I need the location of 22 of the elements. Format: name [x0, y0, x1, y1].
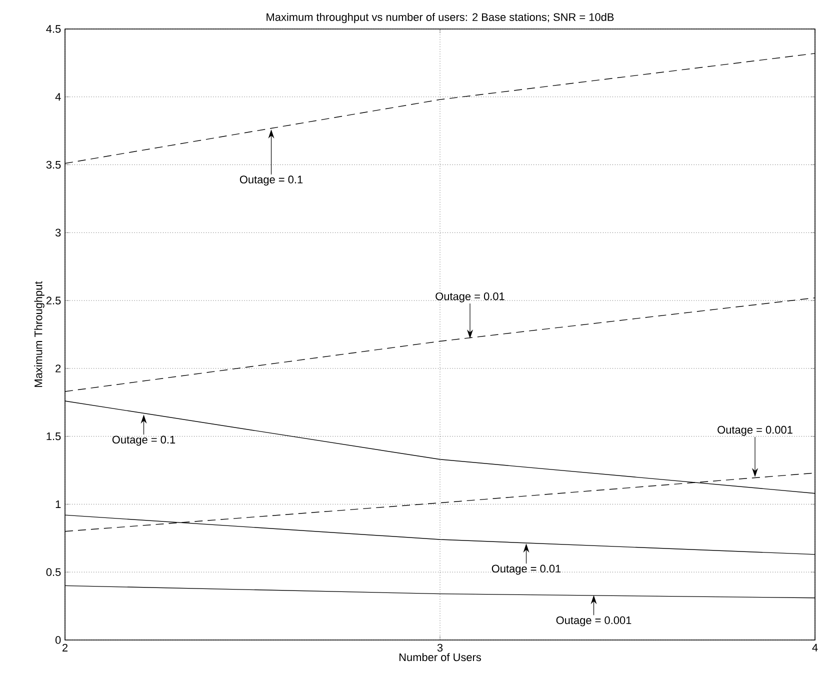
y-tick-label: 2.5 — [46, 296, 61, 304]
annotation: Outage = 0.1 — [240, 176, 303, 186]
y-tick-label: 2 — [56, 364, 61, 372]
annotation: Outage = 0.1 — [112, 436, 176, 446]
y-axis-title: Maximum Throughput — [34, 281, 44, 387]
x-axis-title: Number of Users — [400, 653, 481, 662]
y-tick-label: 3.5 — [46, 160, 61, 169]
y-tick-label: 4.5 — [46, 25, 61, 33]
y-tick-label: 1 — [56, 500, 61, 508]
annotation: Outage = 0.001 — [556, 616, 632, 626]
annotation: Outage = 0.01 — [492, 564, 561, 575]
y-tick-label: 1.5 — [46, 432, 61, 440]
y-tick-label: 0 — [55, 636, 61, 644]
annotation: Outage = 0.01 — [436, 292, 504, 302]
x-tick-label: 2 — [62, 644, 68, 652]
x-tick-label: 3 — [437, 644, 443, 652]
chart-title: Maximum throughput vs number of users: 2 Base stations; SNR = 10dB — [266, 12, 614, 24]
y-tick-label: 3 — [55, 228, 61, 237]
annotation: Outage = 0.001 — [718, 426, 792, 436]
y-tick-label: 0.5 — [46, 568, 61, 576]
x-tick-label: 4 — [812, 644, 818, 652]
y-tick-label: 4 — [55, 93, 61, 101]
